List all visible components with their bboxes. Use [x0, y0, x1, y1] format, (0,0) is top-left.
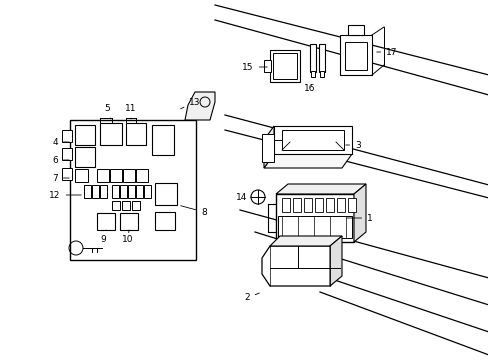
Bar — [120, 213, 138, 230]
Text: 17: 17 — [376, 48, 397, 57]
Bar — [304, 198, 311, 212]
Bar — [272, 53, 296, 79]
Text: 9: 9 — [100, 230, 106, 244]
Text: 8: 8 — [180, 206, 206, 216]
Bar — [123, 169, 135, 182]
Bar — [339, 35, 371, 75]
Bar — [318, 44, 325, 72]
Text: 11: 11 — [125, 104, 137, 119]
Bar — [132, 201, 140, 210]
Bar — [112, 185, 119, 198]
Bar — [62, 130, 72, 142]
Bar — [309, 44, 315, 72]
Bar — [143, 185, 151, 198]
Bar — [347, 198, 355, 212]
Bar — [62, 148, 72, 160]
Bar — [122, 201, 130, 210]
Polygon shape — [329, 236, 341, 286]
Text: 2: 2 — [244, 293, 259, 302]
Text: 3: 3 — [345, 140, 360, 149]
Bar — [75, 147, 95, 167]
Polygon shape — [353, 184, 365, 242]
Text: 16: 16 — [304, 84, 315, 93]
Bar — [75, 169, 88, 182]
Bar — [126, 123, 146, 145]
Bar — [120, 185, 127, 198]
Text: 15: 15 — [242, 63, 266, 72]
Bar — [62, 168, 72, 180]
Bar — [112, 201, 120, 210]
Bar — [319, 71, 324, 77]
Bar — [136, 185, 142, 198]
Bar — [347, 25, 363, 35]
Polygon shape — [264, 126, 273, 168]
Bar — [278, 216, 351, 238]
Bar — [110, 169, 122, 182]
Bar — [325, 198, 333, 212]
Bar — [92, 185, 99, 198]
Bar — [264, 60, 270, 72]
Bar — [97, 169, 109, 182]
Bar — [282, 198, 289, 212]
Bar — [262, 134, 273, 162]
Polygon shape — [282, 130, 343, 150]
Bar — [155, 212, 175, 230]
Bar — [84, 185, 91, 198]
Bar — [136, 169, 148, 182]
Bar — [310, 71, 314, 77]
Bar — [336, 198, 345, 212]
Polygon shape — [184, 92, 215, 120]
Text: 7: 7 — [52, 174, 69, 183]
Polygon shape — [275, 184, 365, 194]
Bar — [314, 198, 323, 212]
Polygon shape — [264, 154, 351, 168]
Bar — [155, 183, 177, 205]
Bar — [292, 198, 301, 212]
Text: 13: 13 — [180, 98, 201, 109]
Text: 6: 6 — [52, 156, 69, 165]
Text: 4: 4 — [52, 138, 69, 147]
Text: 10: 10 — [122, 230, 134, 244]
Bar — [100, 185, 107, 198]
Text: 1: 1 — [346, 213, 372, 222]
Bar — [75, 125, 95, 145]
Text: 5: 5 — [104, 104, 111, 119]
Bar — [128, 185, 135, 198]
Bar — [97, 213, 115, 230]
Bar — [100, 123, 122, 145]
Polygon shape — [273, 126, 351, 154]
Bar — [152, 125, 174, 155]
Bar — [345, 42, 366, 70]
Text: 14: 14 — [236, 193, 250, 202]
Polygon shape — [269, 236, 341, 246]
Bar — [70, 120, 196, 260]
Text: 12: 12 — [49, 190, 81, 199]
Polygon shape — [262, 246, 339, 286]
Bar — [269, 50, 299, 82]
Bar — [275, 194, 353, 242]
